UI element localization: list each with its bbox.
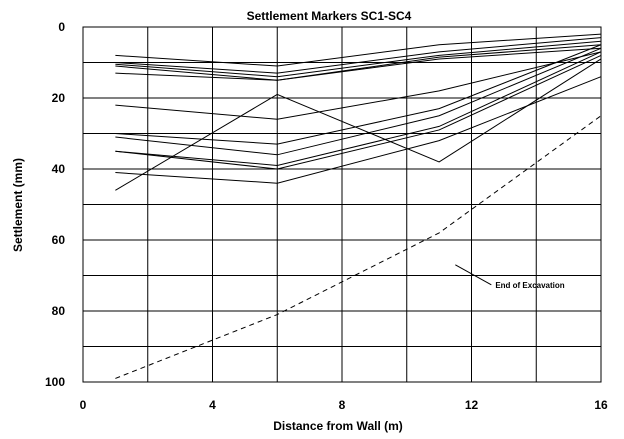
x-tick-labels: 0 4 8 12 16	[80, 398, 608, 412]
series-line-1	[115, 33, 602, 67]
x-tick-label: 12	[465, 398, 479, 412]
x-axis-label: Distance from Wall (m)	[273, 419, 403, 433]
x-tick-label: 0	[80, 398, 87, 412]
series-line-2	[115, 37, 602, 74]
series-line-6	[115, 51, 602, 120]
x-tick-label: 8	[339, 398, 346, 412]
series-line-11	[115, 76, 602, 184]
y-tick-label: 80	[52, 304, 66, 318]
series-layer	[115, 33, 602, 379]
annotations: End of Excavation	[455, 264, 565, 290]
plot-frame	[82, 26, 602, 383]
y-tick-label: 20	[52, 91, 66, 105]
y-axis-label: Settlement (mm)	[11, 158, 25, 252]
x-tick-label: 4	[209, 398, 216, 412]
series-line-4	[115, 44, 602, 81]
x-tick-label: 16	[594, 398, 608, 412]
chart-title: Settlement Markers SC1-SC4	[247, 9, 412, 23]
y-tick-label: 0	[58, 20, 65, 34]
series-line-3	[115, 40, 602, 78]
series-line-12	[115, 58, 602, 191]
y-tick-label: 100	[45, 375, 65, 389]
annotation-leader	[455, 264, 492, 286]
y-tick-label: 60	[52, 233, 66, 247]
annotation-label: End of Excavation	[495, 281, 564, 290]
series-line-8	[115, 47, 602, 156]
series-line-13	[115, 115, 602, 379]
y-tick-label: 40	[52, 162, 66, 176]
series-line-7	[115, 44, 602, 145]
gridlines	[82, 26, 602, 383]
series-line-9	[115, 51, 602, 166]
series-line-10	[115, 54, 602, 170]
y-tick-labels: 0 20 40 60 80 100	[45, 20, 65, 389]
series-line-5	[115, 47, 602, 81]
